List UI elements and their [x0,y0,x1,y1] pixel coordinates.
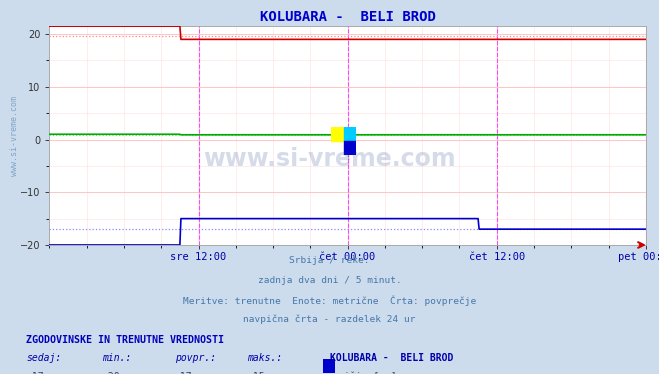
Text: min.:: min.: [102,353,132,363]
Y-axis label: www.si-vreme.com: www.si-vreme.com [9,96,18,175]
Text: www.si-vreme.com: www.si-vreme.com [203,147,456,171]
Text: višina[cm]: višina[cm] [338,372,397,374]
Text: KOLUBARA -  BELI BROD: KOLUBARA - BELI BROD [330,353,453,363]
Text: Srbija / reke.: Srbija / reke. [289,256,370,265]
Text: maks.:: maks.: [247,353,282,363]
Text: navpična črta - razdelek 24 ur: navpična črta - razdelek 24 ur [243,315,416,324]
Text: povpr.:: povpr.: [175,353,215,363]
Text: ZGODOVINSKE IN TRENUTNE VREDNOSTI: ZGODOVINSKE IN TRENUTNE VREDNOSTI [26,335,224,345]
Text: -17: -17 [175,372,192,374]
Bar [331,127,344,141]
Text: -17: -17 [26,372,44,374]
Title: KOLUBARA -  BELI BROD: KOLUBARA - BELI BROD [260,10,436,24]
Text: sedaj:: sedaj: [26,353,61,363]
Text: -15: -15 [247,372,265,374]
Text: Meritve: trenutne  Enote: metrične  Črta: povprečje: Meritve: trenutne Enote: metrične Črta: … [183,295,476,306]
Text: zadnja dva dni / 5 minut.: zadnja dva dni / 5 minut. [258,276,401,285]
Bar [344,127,356,141]
Text: -20: -20 [102,372,120,374]
Bar [344,141,356,155]
